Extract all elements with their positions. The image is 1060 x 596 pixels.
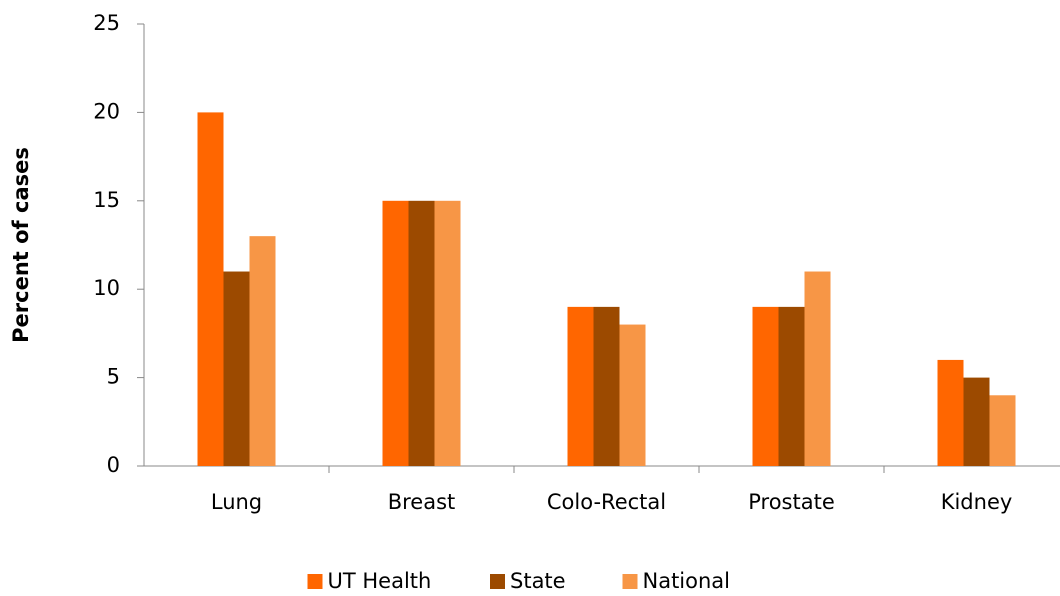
y-tick-label: 20 <box>93 99 120 123</box>
x-tick-label: Breast <box>388 490 456 514</box>
y-tick-label: 0 <box>107 453 120 477</box>
x-tick-label: Colo-Rectal <box>547 490 666 514</box>
y-tick-label: 25 <box>93 11 120 35</box>
bar <box>197 112 224 467</box>
legend-swatch <box>490 574 505 589</box>
bar <box>778 306 805 466</box>
bar <box>434 200 461 467</box>
bar <box>408 200 435 467</box>
y-tick-label: 5 <box>107 365 120 389</box>
y-tick-label: 10 <box>93 276 120 300</box>
bar <box>382 200 409 467</box>
y-axis-label: Percent of cases <box>9 147 33 343</box>
bar <box>567 306 594 466</box>
legend-label: State <box>510 569 566 593</box>
bar <box>963 377 990 466</box>
bar <box>593 306 620 466</box>
legend-swatch <box>622 574 638 589</box>
legend-label: UT Health <box>328 569 432 593</box>
bar <box>804 271 831 466</box>
bar <box>223 271 250 466</box>
bar <box>937 359 964 466</box>
bar <box>619 324 646 466</box>
bar <box>249 236 276 466</box>
bar <box>989 395 1016 466</box>
legend-label: National <box>643 569 731 593</box>
x-tick-label: Prostate <box>748 490 835 514</box>
y-tick-label: 15 <box>93 188 120 212</box>
x-tick-label: Kidney <box>941 490 1013 514</box>
bar <box>752 306 779 466</box>
legend-swatch <box>307 574 323 589</box>
x-tick-label: Lung <box>211 490 262 514</box>
